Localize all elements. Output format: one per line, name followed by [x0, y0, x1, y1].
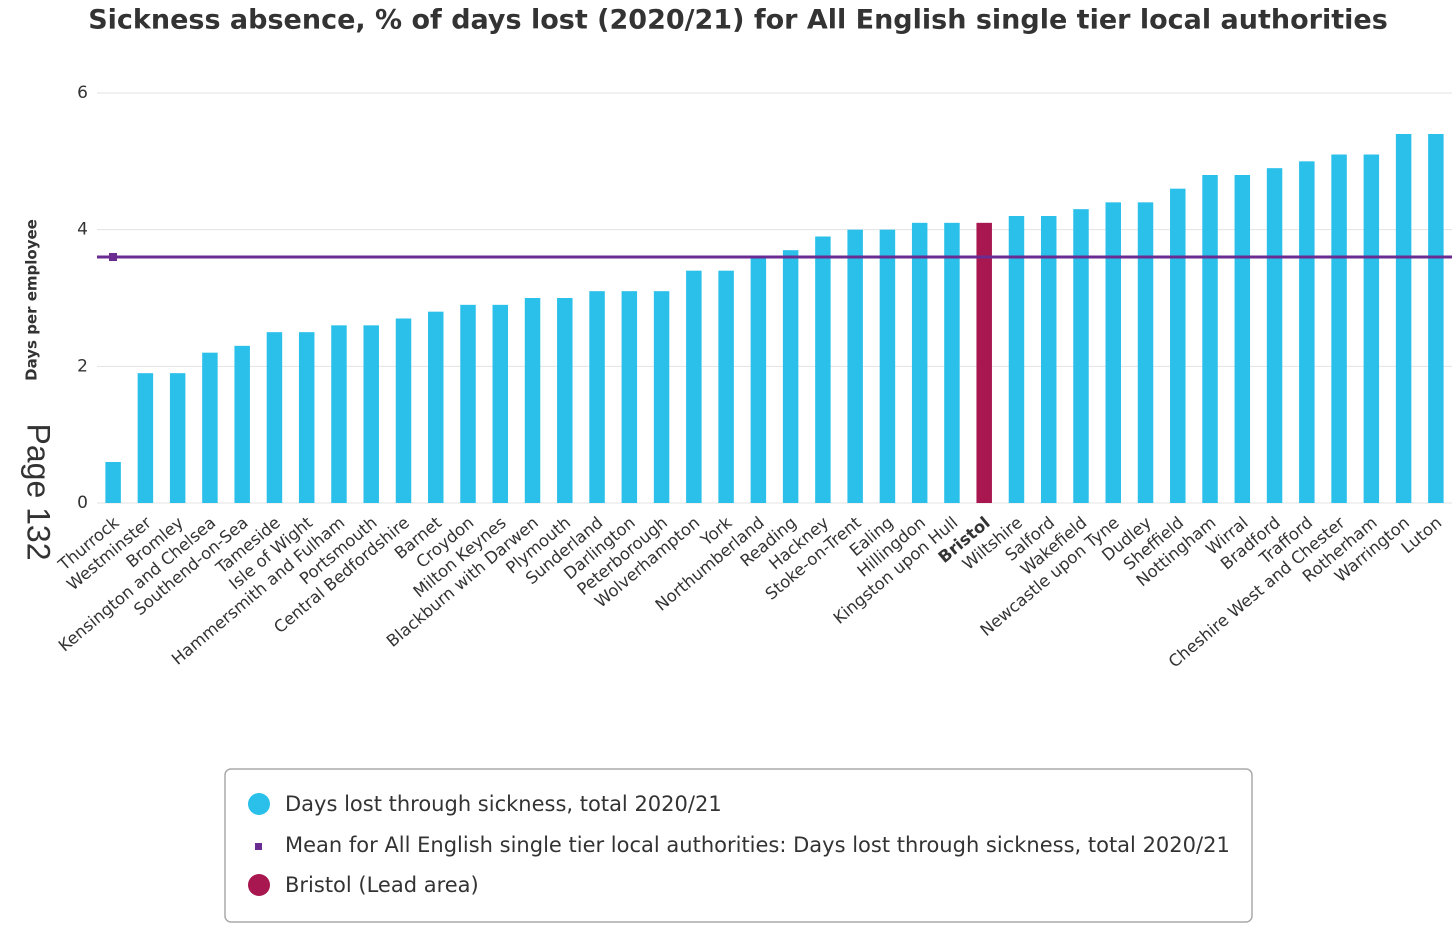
bar: [621, 291, 638, 503]
mean-marker: [109, 253, 117, 261]
bar: [847, 229, 863, 503]
bar: [911, 222, 928, 504]
bar: [782, 250, 799, 503]
bar: [718, 270, 734, 503]
bar: [557, 298, 573, 503]
legend-swatch: [248, 793, 270, 815]
bar: [686, 270, 702, 503]
bar: [105, 462, 121, 503]
bar: [1395, 134, 1412, 503]
bar: [1105, 202, 1121, 504]
bar: [1137, 202, 1154, 504]
bar: [492, 304, 509, 503]
bar: [1299, 161, 1315, 504]
bar: [363, 325, 379, 503]
bar: [589, 291, 605, 503]
bar: [298, 332, 315, 503]
legend-label: Days lost through sickness, total 2020/2…: [285, 792, 722, 816]
y-axis-label: Days per employee: [23, 219, 41, 381]
bar: [1428, 134, 1444, 503]
bar: [524, 298, 541, 503]
chart-title: Sickness absence, % of days lost (2020/2…: [88, 5, 1388, 36]
legend-box: [224, 768, 1253, 923]
bar: [976, 222, 992, 504]
bar: [1331, 154, 1347, 503]
bar: [202, 352, 218, 503]
bar: [1008, 216, 1025, 503]
bar: [1040, 216, 1057, 503]
bar: [137, 373, 154, 503]
bar: [428, 311, 444, 503]
bar: [395, 318, 412, 503]
bar: [815, 236, 831, 503]
bar: [1363, 154, 1380, 503]
y-tick-label: 4: [77, 220, 88, 240]
bar: [1266, 168, 1283, 503]
bar: [1202, 175, 1218, 503]
bar: [234, 345, 250, 503]
legend-label: Mean for All English single tier local a…: [285, 833, 1230, 857]
y-tick-label: 0: [77, 493, 88, 513]
y-tick-label: 2: [77, 356, 88, 376]
bar: [879, 229, 896, 503]
bar: [331, 325, 347, 503]
bar: [944, 222, 960, 504]
legend-swatch: [248, 874, 270, 896]
bar: [1234, 175, 1251, 503]
bar: [266, 332, 283, 503]
bar: [460, 304, 476, 503]
bar: [750, 257, 767, 503]
legend-label: Bristol (Lead area): [285, 873, 479, 897]
page-label: Page 132: [21, 423, 57, 560]
bar: [1073, 209, 1089, 503]
bar: [653, 291, 670, 503]
legend-swatch: [255, 843, 262, 850]
bar: [169, 373, 186, 503]
y-tick-label: 6: [77, 83, 88, 103]
bar: [1170, 188, 1186, 503]
